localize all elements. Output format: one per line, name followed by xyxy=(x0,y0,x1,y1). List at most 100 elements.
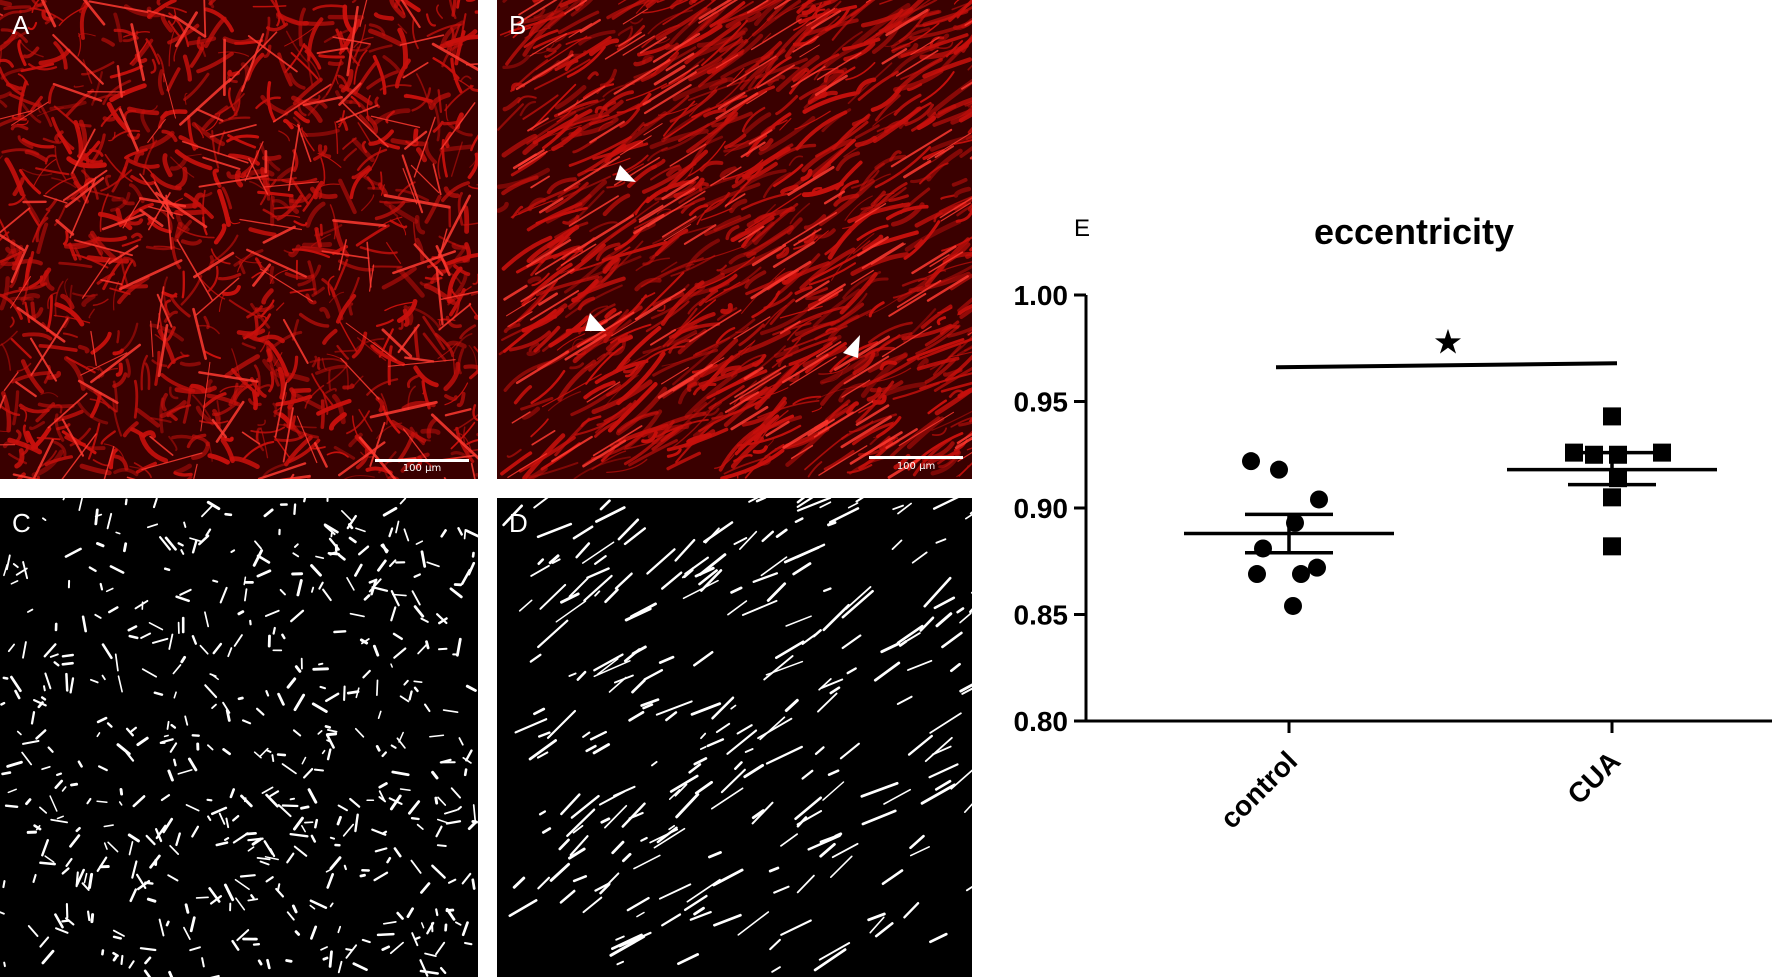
fiber-texture xyxy=(762,172,792,199)
mask-segment xyxy=(16,730,22,736)
fiber-texture xyxy=(446,26,455,51)
mask-segment xyxy=(173,691,177,699)
mask-segment xyxy=(354,813,359,833)
fiber-texture xyxy=(876,367,912,382)
fiber-texture xyxy=(302,21,335,26)
fiber-texture xyxy=(934,388,972,416)
fiber-texture xyxy=(415,237,425,262)
bright-fiber xyxy=(619,135,652,156)
mask-segment xyxy=(818,678,832,691)
fiber-texture xyxy=(668,7,712,47)
mask-segment xyxy=(801,769,814,780)
mask-segment xyxy=(30,711,36,725)
mask-segment xyxy=(65,917,75,926)
fiber-texture xyxy=(153,245,181,250)
fiber-texture xyxy=(181,270,185,299)
mask-segment xyxy=(420,617,429,623)
fiber-texture xyxy=(77,344,90,354)
mask-segment xyxy=(408,690,413,701)
fiber-texture xyxy=(133,150,145,163)
fiber-texture xyxy=(705,407,720,417)
fiber-texture xyxy=(424,141,437,165)
fiber-texture xyxy=(501,175,539,196)
fiber-texture xyxy=(672,345,719,386)
fiber-texture xyxy=(424,195,442,224)
bright-fiber xyxy=(622,8,649,25)
fiber-texture xyxy=(497,103,524,131)
fiber-texture xyxy=(51,177,77,189)
fiber-texture xyxy=(194,123,204,139)
fiber-texture xyxy=(867,353,908,373)
fiber-texture xyxy=(564,59,579,71)
bright-fiber xyxy=(849,431,903,465)
fiber-texture xyxy=(617,335,633,343)
fiber-texture xyxy=(381,266,417,290)
mask-segment xyxy=(411,590,421,606)
fiber-texture xyxy=(130,427,146,439)
mask-segment xyxy=(286,911,295,921)
bright-fiber xyxy=(443,477,447,479)
fiber-texture xyxy=(20,407,28,422)
fiber-texture xyxy=(698,400,762,433)
fiber-texture xyxy=(263,44,272,59)
mask-segment xyxy=(204,611,210,628)
fiber-texture xyxy=(306,476,311,479)
mask-segment xyxy=(39,861,56,866)
fiber-texture xyxy=(844,195,873,221)
mask-segment xyxy=(5,554,11,571)
fiber-texture xyxy=(582,83,615,99)
mask-segment xyxy=(761,530,774,543)
bright-fiber xyxy=(724,391,760,414)
mask-segment xyxy=(435,825,443,838)
fiber-texture xyxy=(346,410,371,435)
bright-fiber xyxy=(130,23,146,82)
mask-segment xyxy=(541,827,552,834)
mask-segment xyxy=(191,825,200,838)
fiber-texture xyxy=(161,291,178,298)
bright-fiber xyxy=(282,318,309,364)
mask-segment xyxy=(794,796,823,821)
mask-segment xyxy=(179,588,192,596)
fiber-texture xyxy=(102,116,116,122)
bright-fiber xyxy=(810,10,842,30)
fiber-texture xyxy=(35,167,70,176)
fiber-texture xyxy=(54,145,67,180)
mask-segment xyxy=(112,951,119,957)
fiber-texture xyxy=(281,177,318,185)
mask-segment xyxy=(54,779,64,789)
fiber-texture xyxy=(114,322,139,356)
mask-segment xyxy=(205,528,212,537)
mask-segment xyxy=(393,647,407,659)
fiber-texture xyxy=(238,260,246,275)
mask-segment xyxy=(258,747,269,758)
bright-fiber xyxy=(438,303,472,331)
fiber-texture xyxy=(847,202,911,224)
fiber-texture xyxy=(333,445,356,460)
mask-segment xyxy=(906,659,933,672)
mask-segment xyxy=(103,824,114,828)
mask-segment xyxy=(935,538,947,544)
fiber-texture xyxy=(904,103,934,127)
fiber-texture xyxy=(703,182,761,208)
fiber-texture xyxy=(394,0,406,15)
mask-segment xyxy=(293,816,304,831)
fiber-texture xyxy=(6,82,24,91)
bright-fiber xyxy=(740,141,766,158)
fiber-texture xyxy=(450,141,463,177)
fiber-texture xyxy=(613,358,631,372)
mask-segment xyxy=(398,731,404,743)
bright-fiber xyxy=(896,279,942,308)
bright-fiber xyxy=(338,82,362,106)
fiber-texture xyxy=(144,362,151,391)
fiber-texture xyxy=(720,303,733,315)
fiber-texture xyxy=(186,433,207,449)
mask-segment xyxy=(674,538,696,562)
mask-segment xyxy=(218,812,226,825)
fiber-texture xyxy=(723,78,780,104)
fiber-texture xyxy=(351,375,364,388)
mask-segment xyxy=(419,959,429,977)
bright-fiber xyxy=(32,438,54,479)
fiber-texture xyxy=(958,462,972,477)
fiber-texture xyxy=(852,352,876,375)
fiber-texture xyxy=(435,268,462,285)
